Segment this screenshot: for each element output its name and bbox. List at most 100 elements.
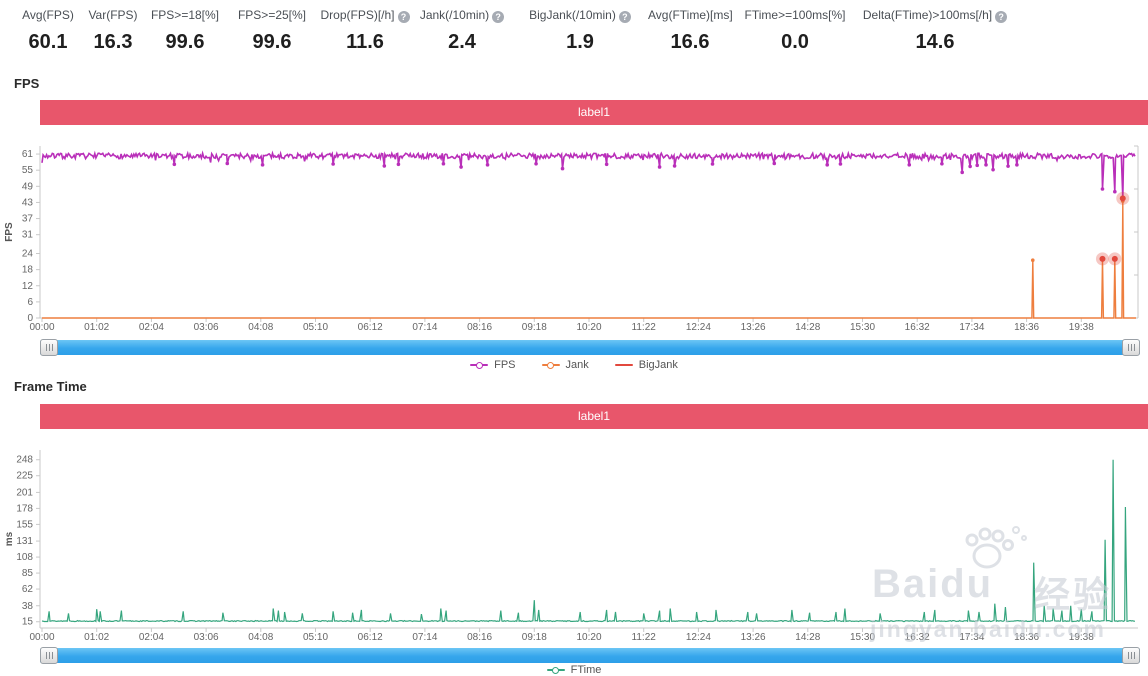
svg-text:248: 248 xyxy=(16,455,33,466)
metric-label-text: BigJank(/10min) xyxy=(529,8,616,22)
svg-text:01:02: 01:02 xyxy=(84,322,109,333)
svg-text:14:28: 14:28 xyxy=(795,632,820,643)
frametime-scrollbar[interactable] xyxy=(40,647,1140,664)
svg-text:19:38: 19:38 xyxy=(1069,632,1094,643)
legend-item[interactable]: BigJank xyxy=(614,359,678,371)
svg-text:05:10: 05:10 xyxy=(303,632,328,643)
metric-label-text: Delta(FTime)>100ms[/h] xyxy=(862,8,993,22)
frametime-chart[interactable]: 15 38 62 85 108 131 155 178 201 225 248 ms 00:00 01:0… xyxy=(0,436,1148,648)
metric-value: 0.0 xyxy=(781,31,809,53)
svg-text:155: 155 xyxy=(16,519,33,530)
svg-text:43: 43 xyxy=(22,197,34,208)
legend-item[interactable]: Jank xyxy=(541,359,589,371)
fps-section-title: FPS xyxy=(14,76,40,91)
metric-value: 99.6 xyxy=(252,31,292,53)
fps-scrollbar-right-handle[interactable] xyxy=(1122,339,1140,356)
fps-legend: FPS Jank BigJank xyxy=(0,359,1148,371)
svg-text:61: 61 xyxy=(22,149,34,160)
metric-value: 1.9 xyxy=(566,31,594,53)
metric: Delta(FTime)>100ms[/h]? 14.6 xyxy=(858,6,1012,54)
metric: Avg(FTime)[ms] 16.6 xyxy=(648,6,733,54)
metric-label: Jank(/10min)? xyxy=(412,6,512,24)
metric-value: 99.6 xyxy=(165,31,205,53)
svg-text:17:34: 17:34 xyxy=(959,632,984,643)
svg-text:15:30: 15:30 xyxy=(850,322,875,333)
frametime-section-title: Frame Time xyxy=(14,379,87,394)
legend-item[interactable]: FTime xyxy=(546,664,602,676)
metric: BigJank(/10min)? 1.9 xyxy=(512,6,648,54)
metric-label: FPS>=18[%] xyxy=(144,6,226,24)
metric-label-text: Avg(FTime)[ms] xyxy=(648,8,733,22)
metric-value: 60.1 xyxy=(28,31,68,53)
frametime-banner-label: label1 xyxy=(577,409,611,423)
metric-label-text: Drop(FPS)[/h] xyxy=(320,8,395,22)
metric: FTime>=100ms[%] 0.0 xyxy=(732,6,858,54)
legend-marker-icon xyxy=(614,361,633,370)
svg-text:08:16: 08:16 xyxy=(467,322,492,333)
svg-text:62: 62 xyxy=(22,584,34,595)
svg-text:18:36: 18:36 xyxy=(1014,322,1039,333)
metric: FPS>=18[%] 99.6 xyxy=(144,6,226,54)
svg-text:06:12: 06:12 xyxy=(358,322,383,333)
svg-text:18:36: 18:36 xyxy=(1014,632,1039,643)
svg-text:03:06: 03:06 xyxy=(194,632,219,643)
svg-text:38: 38 xyxy=(22,601,34,612)
metric: Drop(FPS)[/h]? 11.6 xyxy=(318,6,412,54)
svg-text:08:16: 08:16 xyxy=(467,632,492,643)
metric: FPS>=25[%] 99.6 xyxy=(226,6,318,54)
svg-text:11:22: 11:22 xyxy=(632,322,657,333)
frametime-legend: FTime xyxy=(0,664,1148,676)
svg-text:01:02: 01:02 xyxy=(84,632,109,643)
svg-text:04:08: 04:08 xyxy=(248,322,273,333)
svg-text:12:24: 12:24 xyxy=(686,632,711,643)
metric-label-text: FTime>=100ms[%] xyxy=(744,8,846,22)
svg-text:131: 131 xyxy=(16,536,33,547)
svg-text:09:18: 09:18 xyxy=(522,632,547,643)
metric-label: Avg(FPS) xyxy=(14,6,82,24)
svg-text:31: 31 xyxy=(22,230,34,241)
svg-text:12:24: 12:24 xyxy=(686,322,711,333)
legend-item[interactable]: FPS xyxy=(470,359,516,371)
help-icon[interactable]: ? xyxy=(492,11,505,23)
svg-text:FPS: FPS xyxy=(4,222,15,242)
svg-text:02:04: 02:04 xyxy=(139,322,164,333)
help-icon[interactable]: ? xyxy=(618,11,631,23)
frametime-scrollbar-right-handle[interactable] xyxy=(1122,647,1140,664)
svg-text:12: 12 xyxy=(22,281,34,292)
fps-scrollbar[interactable] xyxy=(40,339,1140,356)
svg-text:49: 49 xyxy=(22,181,34,192)
help-icon[interactable]: ? xyxy=(995,11,1008,23)
legend-label: BigJank xyxy=(638,359,678,371)
svg-text:18: 18 xyxy=(22,265,34,276)
svg-text:00:00: 00:00 xyxy=(29,322,54,333)
metric-label-text: Avg(FPS) xyxy=(22,8,74,22)
metric-value: 2.4 xyxy=(448,31,476,53)
fps-scrollbar-left-handle[interactable] xyxy=(40,339,58,356)
svg-text:178: 178 xyxy=(16,503,33,514)
svg-text:00:00: 00:00 xyxy=(29,632,54,643)
svg-text:11:22: 11:22 xyxy=(632,632,657,643)
svg-text:10:20: 10:20 xyxy=(576,632,601,643)
fps-chart[interactable]: 0 6 12 18 24 31 37 43 49 55 61 FPS 00:00 01:02 02:04 03… xyxy=(0,138,1148,338)
help-icon[interactable]: ? xyxy=(397,11,410,23)
svg-text:108: 108 xyxy=(16,552,33,563)
svg-text:15:30: 15:30 xyxy=(850,632,875,643)
metric-label-text: FPS>=18[%] xyxy=(150,8,220,22)
legend-label: FTime xyxy=(570,664,602,676)
svg-text:201: 201 xyxy=(16,487,33,498)
metric-label: BigJank(/10min)? xyxy=(512,6,648,24)
legend-label: FPS xyxy=(494,359,516,371)
svg-text:05:10: 05:10 xyxy=(303,322,328,333)
frametime-banner: label1 xyxy=(40,404,1148,429)
svg-text:0: 0 xyxy=(27,313,33,324)
svg-text:85: 85 xyxy=(22,568,34,579)
svg-text:06:12: 06:12 xyxy=(358,632,383,643)
metric-value: 16.3 xyxy=(93,31,133,53)
metric-label: Avg(FTime)[ms] xyxy=(648,6,733,24)
svg-text:02:04: 02:04 xyxy=(139,632,164,643)
fps-banner-label: label1 xyxy=(577,105,611,119)
frametime-scrollbar-left-handle[interactable] xyxy=(40,647,58,664)
summary-metrics: Avg(FPS) 60.1 Var(FPS) 16.3 FPS>=18[%] 99.6 FP… xyxy=(14,6,1012,54)
metric: Avg(FPS) 60.1 xyxy=(14,6,82,54)
svg-text:16:32: 16:32 xyxy=(905,632,930,643)
